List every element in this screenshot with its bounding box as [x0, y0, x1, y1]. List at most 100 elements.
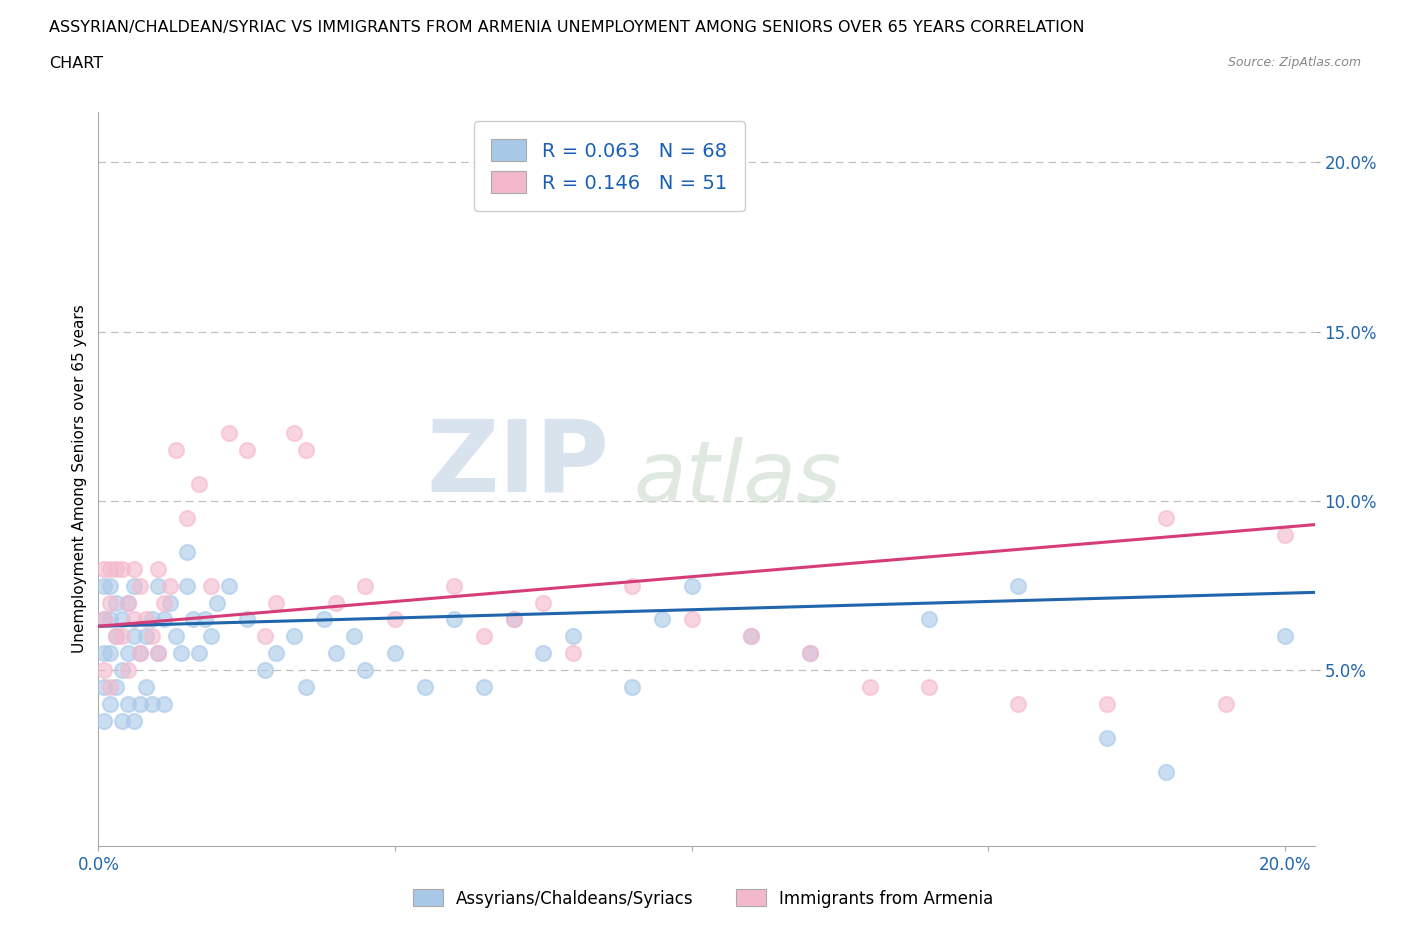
Point [122, 612, 145, 627]
Point [188, 476, 211, 491]
Point [146, 578, 169, 593]
Point [93, 713, 115, 728]
Point [111, 713, 134, 728]
Point [165, 629, 187, 644]
Point [98, 595, 121, 610]
Point [205, 595, 228, 610]
Point [98, 612, 121, 627]
Point [799, 645, 821, 660]
Point [135, 680, 157, 695]
Point [105, 595, 128, 610]
Point [295, 680, 318, 695]
Point [188, 645, 211, 660]
Point [93, 680, 115, 695]
Point [1007, 697, 1029, 711]
Point [384, 645, 406, 660]
Point [651, 612, 673, 627]
Point [681, 578, 703, 593]
Point [176, 544, 198, 559]
Point [325, 595, 347, 610]
Point [681, 612, 703, 627]
Point [413, 680, 436, 695]
Point [93, 561, 115, 576]
Point [1095, 697, 1118, 711]
Point [135, 629, 157, 644]
Point [93, 612, 115, 627]
Point [325, 645, 347, 660]
Point [1007, 578, 1029, 593]
Point [1274, 629, 1296, 644]
Point [117, 697, 139, 711]
Point [740, 629, 762, 644]
Point [194, 612, 217, 627]
Point [105, 629, 128, 644]
Point [918, 680, 941, 695]
Point [146, 561, 169, 576]
Point [159, 595, 181, 610]
Point [165, 443, 187, 458]
Text: ASSYRIAN/CHALDEAN/SYRIAC VS IMMIGRANTS FROM ARMENIA UNEMPLOYMENT AMONG SENIORS O: ASSYRIAN/CHALDEAN/SYRIAC VS IMMIGRANTS F… [49, 20, 1084, 35]
Point [235, 443, 257, 458]
Text: atlas: atlas [634, 437, 842, 521]
Point [98, 680, 121, 695]
Point [105, 629, 128, 644]
Legend: R = 0.063   N = 68, R = 0.146   N = 51: R = 0.063 N = 68, R = 0.146 N = 51 [474, 121, 745, 211]
Point [146, 645, 169, 660]
Point [443, 612, 465, 627]
Point [117, 645, 139, 660]
Point [176, 578, 198, 593]
Point [122, 713, 145, 728]
Point [141, 697, 163, 711]
Point [141, 629, 163, 644]
Point [472, 680, 495, 695]
Point [354, 663, 377, 678]
Point [283, 629, 305, 644]
Point [111, 663, 134, 678]
Point [98, 578, 121, 593]
Point [129, 645, 152, 660]
Point [253, 663, 276, 678]
Point [111, 629, 134, 644]
Point [122, 578, 145, 593]
Point [200, 629, 222, 644]
Point [93, 663, 115, 678]
Point [621, 680, 644, 695]
Point [562, 629, 585, 644]
Legend: Assyrians/Chaldeans/Syriacs, Immigrants from Armenia: Assyrians/Chaldeans/Syriacs, Immigrants … [406, 883, 1000, 914]
Point [200, 578, 222, 593]
Point [152, 612, 174, 627]
Point [621, 578, 644, 593]
Text: ZIP: ZIP [426, 416, 609, 512]
Point [1274, 527, 1296, 542]
Point [152, 595, 174, 610]
Point [253, 629, 276, 644]
Point [141, 612, 163, 627]
Point [502, 612, 524, 627]
Point [152, 697, 174, 711]
Point [176, 511, 198, 525]
Point [122, 629, 145, 644]
Point [472, 629, 495, 644]
Point [98, 697, 121, 711]
Point [266, 645, 288, 660]
Point [105, 680, 128, 695]
Point [342, 629, 364, 644]
Point [312, 612, 335, 627]
Point [183, 612, 205, 627]
Point [117, 595, 139, 610]
Point [531, 645, 554, 660]
Point [266, 595, 288, 610]
Point [1095, 731, 1118, 746]
Point [111, 561, 134, 576]
Point [502, 612, 524, 627]
Point [146, 645, 169, 660]
Point [129, 645, 152, 660]
Point [129, 578, 152, 593]
Point [295, 443, 318, 458]
Y-axis label: Unemployment Among Seniors over 65 years: Unemployment Among Seniors over 65 years [72, 305, 87, 653]
Point [531, 595, 554, 610]
Point [170, 645, 193, 660]
Point [117, 595, 139, 610]
Text: CHART: CHART [49, 56, 103, 71]
Point [218, 426, 240, 441]
